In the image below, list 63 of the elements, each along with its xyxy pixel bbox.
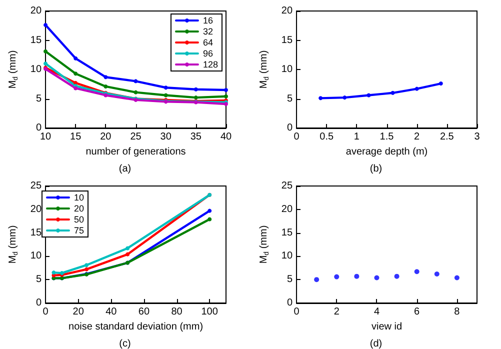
legend-label: 96 (202, 48, 213, 58)
y-tick-label: 25 (281, 180, 293, 192)
y-tick-label: 15 (30, 227, 42, 238)
x-tick-label: 25 (130, 132, 142, 142)
legend-label: 128 (202, 60, 218, 70)
x-tick-label: 1 (354, 132, 360, 142)
y-tick-label: 20 (281, 204, 293, 215)
x-tick-label: 35 (190, 132, 202, 142)
y-tick-label: 25 (30, 180, 42, 192)
y-tick-label: 5 (286, 93, 293, 104)
x-tick-label: 80 (171, 306, 183, 318)
legend-label: 50 (74, 214, 84, 224)
y-tick-label: 5 (286, 274, 293, 286)
y-tick-label: 15 (281, 34, 293, 46)
y-tick-label: 0 (36, 122, 42, 134)
y-tick-label: 10 (30, 64, 42, 75)
x-tick-label: 20 (72, 306, 84, 318)
x-tick-label: 0 (294, 306, 300, 318)
y-tick-label: 10 (281, 64, 293, 75)
text: (b) (370, 164, 382, 174)
legend-label: 16 (202, 16, 213, 26)
y-tick-label: 0 (36, 298, 42, 308)
x-tick-label: 0 (42, 306, 49, 318)
x-tick-label: 20 (100, 132, 112, 142)
x-tick-label: 8 (454, 306, 460, 318)
y-tick-label: 20 (30, 204, 42, 215)
x-tick-label: 15 (70, 132, 82, 142)
x-tick-label: 1.5 (380, 132, 394, 142)
x-axis-title: average depth (m) (346, 146, 428, 158)
y-tick-label: 20 (281, 6, 293, 16)
y-tick-label: 10 (30, 250, 42, 262)
x-tick-label: 4 (374, 306, 380, 318)
x-tick-label: 3 (474, 132, 480, 142)
x-tick-label: 60 (138, 306, 150, 318)
y-tick-label: 0 (286, 122, 293, 134)
x-tick-label: 100 (201, 306, 218, 318)
x-tick-label: 2 (334, 306, 340, 318)
legend-label: 10 (74, 192, 84, 202)
text: (d) (370, 338, 382, 349)
y-tick-label: 5 (36, 93, 42, 104)
legend-label: 32 (202, 26, 213, 36)
x-axis-title: view id (371, 321, 402, 332)
legend-label: 75 (74, 226, 84, 236)
x-axis-title: number of generations (86, 146, 186, 158)
x-tick-label: 2 (414, 132, 420, 142)
y-tick-label: 5 (36, 274, 42, 286)
legend-label: 20 (74, 204, 84, 214)
text: (c) (119, 338, 131, 349)
x-tick-label: 0.5 (320, 132, 334, 142)
y-tick-label: 15 (30, 34, 42, 46)
x-tick-label: 40 (220, 132, 232, 142)
y-tick-label: 10 (281, 250, 293, 262)
text: (a) (118, 164, 132, 174)
x-axis-title: noise standard deviation (mm) (68, 321, 204, 332)
x-tick-label: 6 (414, 306, 420, 318)
x-tick-label: 0 (294, 132, 300, 142)
y-tick-label: 15 (281, 227, 293, 238)
x-tick-label: 2.5 (440, 132, 454, 142)
y-tick-label: 0 (286, 298, 293, 308)
x-tick-label: 30 (160, 132, 172, 142)
y-tick-label: 20 (30, 6, 42, 16)
legend-label: 64 (202, 38, 213, 48)
x-tick-label: 40 (106, 306, 118, 318)
